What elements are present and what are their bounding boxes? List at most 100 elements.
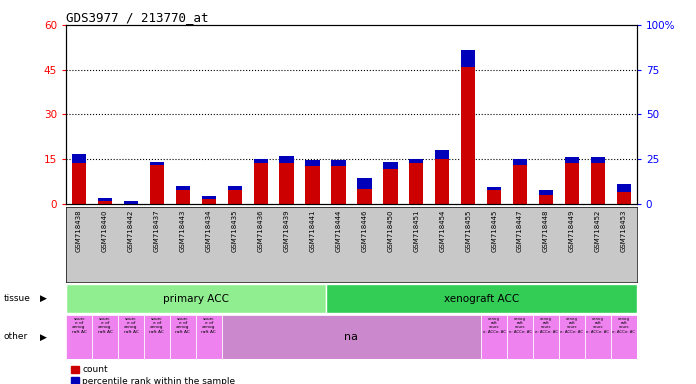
Bar bbox=[228, 190, 242, 204]
Text: GSM718441: GSM718441 bbox=[310, 210, 315, 252]
Bar bbox=[150, 165, 164, 204]
Text: GSM718446: GSM718446 bbox=[361, 210, 367, 252]
Text: xenog
raft
sourc
e: ACCe: AC: xenog raft sourc e: ACCe: AC bbox=[560, 317, 583, 334]
Text: other: other bbox=[3, 333, 28, 341]
Bar bbox=[222, 315, 481, 359]
Text: GSM718434: GSM718434 bbox=[206, 210, 212, 252]
Bar bbox=[513, 159, 528, 165]
Text: xenog
raft
sourc
e: ACCe: AC: xenog raft sourc e: ACCe: AC bbox=[482, 317, 506, 334]
Text: GSM718440: GSM718440 bbox=[102, 210, 108, 252]
Bar bbox=[306, 161, 319, 166]
Text: GDS3977 / 213770_at: GDS3977 / 213770_at bbox=[66, 11, 209, 24]
Text: GSM718455: GSM718455 bbox=[465, 210, 471, 252]
Bar bbox=[331, 166, 346, 204]
Bar bbox=[118, 315, 144, 359]
Text: GSM718439: GSM718439 bbox=[284, 210, 290, 252]
Text: GSM718438: GSM718438 bbox=[76, 210, 82, 252]
Text: sourc
e of
xenog
raft AC: sourc e of xenog raft AC bbox=[123, 317, 139, 334]
Bar bbox=[92, 315, 118, 359]
Bar bbox=[150, 162, 164, 165]
Bar bbox=[461, 67, 475, 204]
Bar bbox=[306, 166, 319, 204]
Legend: count, percentile rank within the sample: count, percentile rank within the sample bbox=[70, 366, 235, 384]
Bar bbox=[66, 315, 92, 359]
Text: sourc
e of
xenog
raft AC: sourc e of xenog raft AC bbox=[201, 317, 216, 334]
Bar bbox=[326, 284, 637, 313]
Bar bbox=[539, 195, 553, 204]
Bar bbox=[196, 315, 222, 359]
Bar bbox=[66, 284, 326, 313]
Bar bbox=[611, 315, 637, 359]
Text: ▶: ▶ bbox=[40, 294, 47, 303]
Bar bbox=[98, 201, 112, 204]
Bar bbox=[253, 163, 268, 204]
Text: GSM718435: GSM718435 bbox=[232, 210, 238, 252]
Bar bbox=[565, 163, 579, 204]
Bar bbox=[617, 184, 631, 192]
Bar bbox=[170, 315, 196, 359]
Bar bbox=[539, 190, 553, 195]
Bar bbox=[481, 315, 507, 359]
Text: GSM718443: GSM718443 bbox=[180, 210, 186, 252]
Text: sourc
e of
xenog
raft AC: sourc e of xenog raft AC bbox=[97, 317, 113, 334]
Bar bbox=[280, 156, 294, 163]
Bar bbox=[124, 200, 138, 204]
Text: GSM718451: GSM718451 bbox=[413, 210, 419, 252]
Bar bbox=[175, 186, 190, 190]
Bar bbox=[175, 190, 190, 204]
Text: GSM718442: GSM718442 bbox=[128, 210, 134, 252]
Text: sourc
e of
xenog
raft AC: sourc e of xenog raft AC bbox=[175, 317, 190, 334]
Text: xenog
raft
sourc
e: ACCe: AC: xenog raft sourc e: ACCe: AC bbox=[509, 317, 532, 334]
Bar bbox=[591, 157, 605, 163]
Text: xenog
raft
sourc
e: ACCe: AC: xenog raft sourc e: ACCe: AC bbox=[587, 317, 610, 334]
Bar bbox=[533, 315, 559, 359]
Bar bbox=[409, 163, 423, 204]
Text: GSM718445: GSM718445 bbox=[491, 210, 497, 252]
Text: xenograft ACC: xenograft ACC bbox=[443, 293, 519, 304]
Text: GSM718452: GSM718452 bbox=[595, 210, 601, 252]
Bar bbox=[409, 159, 423, 163]
Bar bbox=[144, 315, 170, 359]
Text: GSM718449: GSM718449 bbox=[569, 210, 575, 252]
Bar bbox=[461, 50, 475, 67]
Bar bbox=[513, 165, 528, 204]
Text: primary ACC: primary ACC bbox=[163, 293, 229, 304]
Text: xenog
raft
sourc
e: ACCe: AC: xenog raft sourc e: ACCe: AC bbox=[535, 317, 557, 334]
Bar bbox=[383, 162, 397, 169]
Bar bbox=[202, 199, 216, 204]
Bar bbox=[253, 159, 268, 163]
Bar bbox=[617, 192, 631, 204]
Bar bbox=[72, 154, 86, 163]
Text: GSM718436: GSM718436 bbox=[258, 210, 264, 252]
Text: na: na bbox=[345, 332, 358, 342]
Bar bbox=[228, 186, 242, 190]
Bar bbox=[559, 315, 585, 359]
Text: GSM718447: GSM718447 bbox=[517, 210, 523, 252]
Text: GSM718444: GSM718444 bbox=[335, 210, 342, 252]
Bar bbox=[435, 159, 450, 204]
Bar bbox=[487, 190, 501, 204]
Bar bbox=[331, 161, 346, 166]
Text: GSM718450: GSM718450 bbox=[388, 210, 393, 252]
Bar bbox=[98, 198, 112, 201]
Bar bbox=[383, 169, 397, 204]
Bar bbox=[202, 196, 216, 199]
Text: ▶: ▶ bbox=[40, 333, 47, 341]
Bar bbox=[357, 189, 372, 204]
Bar bbox=[487, 187, 501, 190]
Bar bbox=[280, 163, 294, 204]
Bar bbox=[435, 150, 450, 159]
Text: sourc
e of
xenog
raft AC: sourc e of xenog raft AC bbox=[150, 317, 164, 334]
Text: GSM718454: GSM718454 bbox=[439, 210, 445, 252]
Bar bbox=[591, 163, 605, 204]
Text: GSM718453: GSM718453 bbox=[621, 210, 627, 252]
Text: sourc
e of
xenog
raft AC: sourc e of xenog raft AC bbox=[72, 317, 86, 334]
Bar bbox=[357, 178, 372, 189]
Bar bbox=[585, 315, 611, 359]
Text: tissue: tissue bbox=[3, 294, 31, 303]
Text: xenog
raft
sourc
e: ACCe: AC: xenog raft sourc e: ACCe: AC bbox=[612, 317, 635, 334]
Bar bbox=[565, 157, 579, 163]
Bar bbox=[507, 315, 533, 359]
Text: GSM718448: GSM718448 bbox=[543, 210, 549, 252]
Bar bbox=[72, 163, 86, 204]
